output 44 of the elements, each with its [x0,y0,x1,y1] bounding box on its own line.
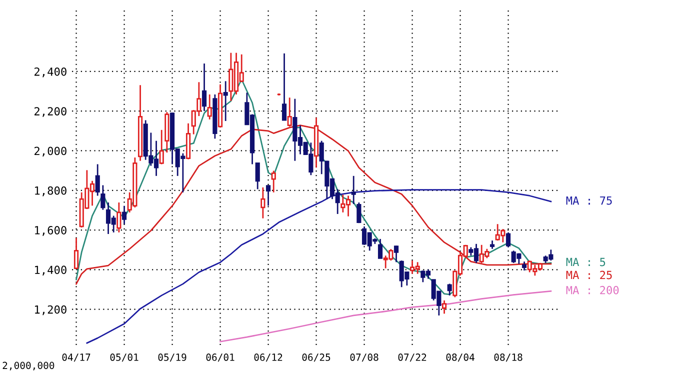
x-tick-label: 06/01 [206,354,234,362]
y-tick-label: 2,400 [34,67,66,78]
series-label: MA : 5 [566,258,606,266]
x-tick-label: 06/12 [254,354,282,362]
x-tick-label: 07/08 [350,354,378,362]
y-tick-label: 1,200 [35,305,66,316]
x-tick-label: 05/19 [158,354,186,362]
candlestick [356,202,362,224]
y-tick-label: 2,200 [34,107,66,117]
x-tick-label: 07/22 [398,354,426,362]
y-tick-label: 1,600 [35,226,66,236]
candlestick [74,237,79,270]
candlestick [223,80,228,122]
x-tick-label: 08/04 [446,354,474,362]
candlestick [202,62,207,112]
line-series [220,290,552,342]
candlestick [447,283,452,296]
y-tick-label: 1,800 [35,186,66,196]
candlestick [282,52,287,121]
candlestick [255,162,260,190]
series-label: MA : 200 [566,286,619,294]
x-tick-label: 05/01 [110,354,138,362]
candlestick [351,175,356,205]
candlestick [122,205,127,225]
candlestick [506,232,511,248]
candlestick [116,202,122,234]
candlestick [95,164,100,196]
candlestick [159,129,164,165]
candlestick [207,94,212,120]
candlestick [394,244,399,263]
candlestick [271,170,276,194]
candlestick [378,238,383,259]
series-label: MA : 75 [566,196,612,205]
x-tick-label: 08/18 [494,354,522,362]
text: 2,000,000 [2,362,54,370]
candlestick [260,186,266,220]
y-tick-label: 2,000 [34,146,66,157]
x-tick-label: 04/17 [62,354,90,362]
candlestick [442,300,447,314]
candlestick [100,184,106,211]
series-label: MA : 25 [566,270,612,280]
candlestick [266,184,271,206]
y-tick-label: 1,400 [35,266,66,276]
x-tick-label: 06/25 [302,354,330,362]
